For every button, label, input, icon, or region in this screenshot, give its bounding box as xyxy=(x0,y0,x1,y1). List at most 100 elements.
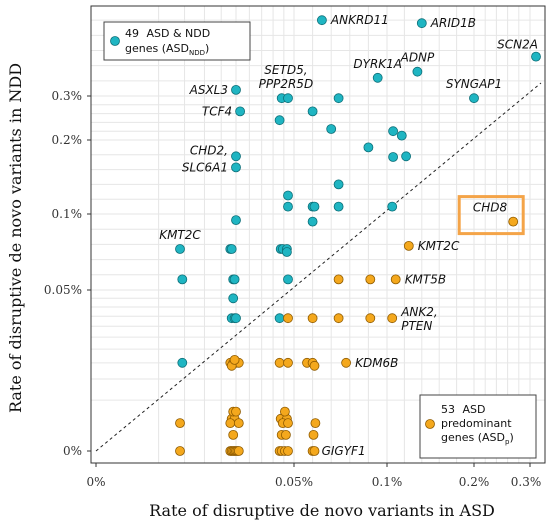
ndd-point-30 xyxy=(175,244,185,254)
legend-ndd-box xyxy=(103,21,251,61)
asd-point-48 xyxy=(228,429,239,440)
ndd-point-21 xyxy=(333,179,344,190)
legend-asd-line3: genes (ASD xyxy=(441,431,505,444)
legend-asd-box xyxy=(419,394,537,459)
y-tick-label-3: 0.2% xyxy=(52,133,83,147)
y-tick-label-0: 0% xyxy=(63,444,82,458)
legend-asd-marker xyxy=(425,419,435,429)
ndd-point-41 xyxy=(228,293,239,304)
legend-ndd: 49 ASD & NDD genes (ASDNDD) xyxy=(103,21,251,61)
y-tick-label-2: 0.1% xyxy=(52,207,83,221)
ndd-point-2 xyxy=(531,51,541,62)
ndd-point-11 xyxy=(307,106,318,117)
gene-label-ankrd11: ANKRD11 xyxy=(330,13,389,27)
gene-label-adnp: ADNP xyxy=(400,51,435,65)
x-tick-label-3: 0.2% xyxy=(459,475,490,489)
ndd-point-16 xyxy=(363,142,374,153)
x-tick-label-2: 0.1% xyxy=(372,475,403,489)
svg-text:53 ASD: 53 ASD xyxy=(441,403,485,416)
gene-label-scn2a: SCN2A xyxy=(497,38,538,52)
legend-asd: 53 ASD predominant genes (ASDp) xyxy=(419,394,537,459)
x-axis-title: Rate of disruptive de novo variants in A… xyxy=(149,501,495,520)
asd-point-50 xyxy=(280,429,291,440)
ndd-point-32 xyxy=(226,244,237,254)
legend-ndd-line1: ASD & NDD xyxy=(147,27,211,40)
gene-label-kdm6b: KDM6B xyxy=(355,356,398,370)
legend-asd-sub: p xyxy=(505,438,510,446)
asd-point-0 xyxy=(508,216,519,227)
asd-point-45 xyxy=(283,418,293,429)
asd-point-15 xyxy=(274,357,285,368)
gene-label-ank2: ANK2, xyxy=(400,305,438,319)
y-tick-label-1: 0.05% xyxy=(44,283,82,297)
asd-point-35 xyxy=(283,446,293,456)
asd-point-1 xyxy=(403,240,414,251)
asd-point-16 xyxy=(283,357,293,368)
plot-frame xyxy=(90,5,546,464)
ndd-point-3 xyxy=(372,72,383,83)
ndd-point-45 xyxy=(274,313,285,324)
asd-point-42 xyxy=(225,418,236,429)
asd-point-7 xyxy=(333,313,344,324)
asd-point-22 xyxy=(175,446,185,456)
asd-point-47 xyxy=(231,406,241,417)
gene-label-setd5: SETD5, xyxy=(264,63,307,77)
ndd-point-44 xyxy=(231,313,241,324)
ndd-point-13 xyxy=(326,124,337,134)
legend-ndd-marker xyxy=(110,36,120,46)
ndd-point-18 xyxy=(388,152,399,162)
asd-point-19 xyxy=(309,360,320,371)
gene-label-kmt5b: KMT5B xyxy=(405,272,446,286)
ndd-point-26 xyxy=(333,201,344,212)
legend-asd-line1: ASD xyxy=(463,403,486,416)
gene-label-dyrk1a: DYRK1A xyxy=(353,57,402,71)
asd-point-3 xyxy=(365,274,376,285)
asd-point-9 xyxy=(387,313,398,324)
asd-point-6 xyxy=(307,313,318,324)
ndd-point-39 xyxy=(229,274,240,285)
asd-point-52 xyxy=(175,418,185,429)
asd-point-40 xyxy=(279,406,290,417)
ndd-point-5 xyxy=(231,85,241,95)
gene-label-chd2: CHD2, xyxy=(190,143,228,157)
svg-text:genes (ASDNDD): genes (ASDNDD) xyxy=(125,42,209,57)
ndd-point-20 xyxy=(231,162,241,173)
legend-asd-count: 53 xyxy=(441,403,455,416)
gene-label-gigyf1: GIGYF1 xyxy=(322,444,366,458)
asd-point-46 xyxy=(310,418,321,429)
x-tick-label-4: 0.3% xyxy=(511,475,542,489)
ndd-point-4 xyxy=(412,66,423,77)
gene-label-asxl3: ASXL3 xyxy=(189,83,228,97)
gene-label-tcf4: TCF4 xyxy=(202,104,232,118)
ndd-point-40 xyxy=(283,274,293,285)
gene-label-slc6a1: SLC6A1 xyxy=(182,160,228,174)
ndd-point-27 xyxy=(387,201,398,212)
ndd-point-0 xyxy=(316,15,327,26)
asd-point-51 xyxy=(308,429,319,440)
chd8-highlight-box xyxy=(457,195,525,236)
asd-point-4 xyxy=(390,274,401,285)
legend-ndd-count: 49 xyxy=(125,27,139,40)
asd-point-39 xyxy=(309,446,320,456)
ndd-point-28 xyxy=(231,215,241,226)
ndd-point-10 xyxy=(235,106,246,117)
asd-point-8 xyxy=(365,313,376,324)
ndd-point-12 xyxy=(274,115,285,126)
ndd-point-8 xyxy=(469,93,479,104)
svg-text:genes (ASDp): genes (ASDp) xyxy=(441,431,514,446)
y-tick-label-4: 0.3% xyxy=(52,89,83,103)
ndd-point-36 xyxy=(281,247,292,257)
grid-lines xyxy=(91,6,545,463)
asd-point-21 xyxy=(229,354,240,365)
gene-label-arid1b: ARID1B xyxy=(430,16,476,30)
ndd-point-46 xyxy=(177,357,188,368)
ndd-point-25 xyxy=(309,201,320,212)
svg-text:49 ASD & NDD: 49 ASD & NDD xyxy=(125,27,210,40)
ndd-point-9 xyxy=(333,93,344,104)
gene-label-syngap1: SYNGAP1 xyxy=(446,77,502,91)
ndd-point-22 xyxy=(283,190,293,201)
ndd-point-1 xyxy=(416,18,427,29)
gene-label-ppp2r5d: PPP2R5D xyxy=(259,77,314,91)
ndd-point-14 xyxy=(388,126,399,137)
